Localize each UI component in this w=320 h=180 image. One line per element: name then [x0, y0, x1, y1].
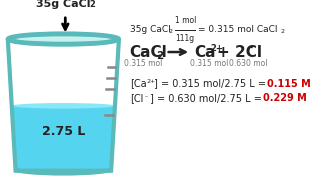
Text: 35g CaCl: 35g CaCl — [130, 25, 170, 34]
Text: 111g: 111g — [176, 34, 195, 43]
Text: 2.75 L: 2.75 L — [42, 125, 85, 138]
Text: 0.630 mol: 0.630 mol — [229, 59, 268, 68]
Text: 2: 2 — [156, 51, 163, 61]
Text: 35g CaCl: 35g CaCl — [36, 0, 91, 9]
Polygon shape — [12, 106, 115, 171]
Polygon shape — [16, 106, 111, 171]
Text: CaCl: CaCl — [130, 44, 167, 60]
Text: 2: 2 — [281, 29, 285, 34]
Text: [Cl: [Cl — [130, 93, 143, 103]
Text: ] = 0.630 mol/2.75 L =: ] = 0.630 mol/2.75 L = — [150, 93, 265, 103]
Text: 0.115 M: 0.115 M — [267, 78, 311, 89]
Text: 2+: 2+ — [146, 79, 156, 84]
Text: 0.229 M: 0.229 M — [263, 93, 307, 103]
Ellipse shape — [12, 103, 115, 109]
Text: = 0.315 mol CaCl: = 0.315 mol CaCl — [198, 25, 277, 34]
Text: [Ca: [Ca — [130, 78, 146, 89]
Text: ] = 0.315 mol/2.75 L =: ] = 0.315 mol/2.75 L = — [154, 78, 269, 89]
Text: Ca: Ca — [194, 44, 215, 60]
Text: 2: 2 — [90, 0, 96, 9]
Text: 0.315 mol: 0.315 mol — [190, 59, 229, 68]
Text: 1 mol: 1 mol — [174, 16, 196, 25]
Text: 2+: 2+ — [211, 44, 223, 53]
Text: 0.315 mol: 0.315 mol — [124, 59, 163, 68]
Text: + 2Cl: + 2Cl — [217, 44, 262, 60]
Text: –: – — [144, 94, 148, 99]
Text: 2: 2 — [169, 29, 172, 34]
Text: –: – — [249, 44, 253, 53]
Ellipse shape — [8, 33, 119, 45]
